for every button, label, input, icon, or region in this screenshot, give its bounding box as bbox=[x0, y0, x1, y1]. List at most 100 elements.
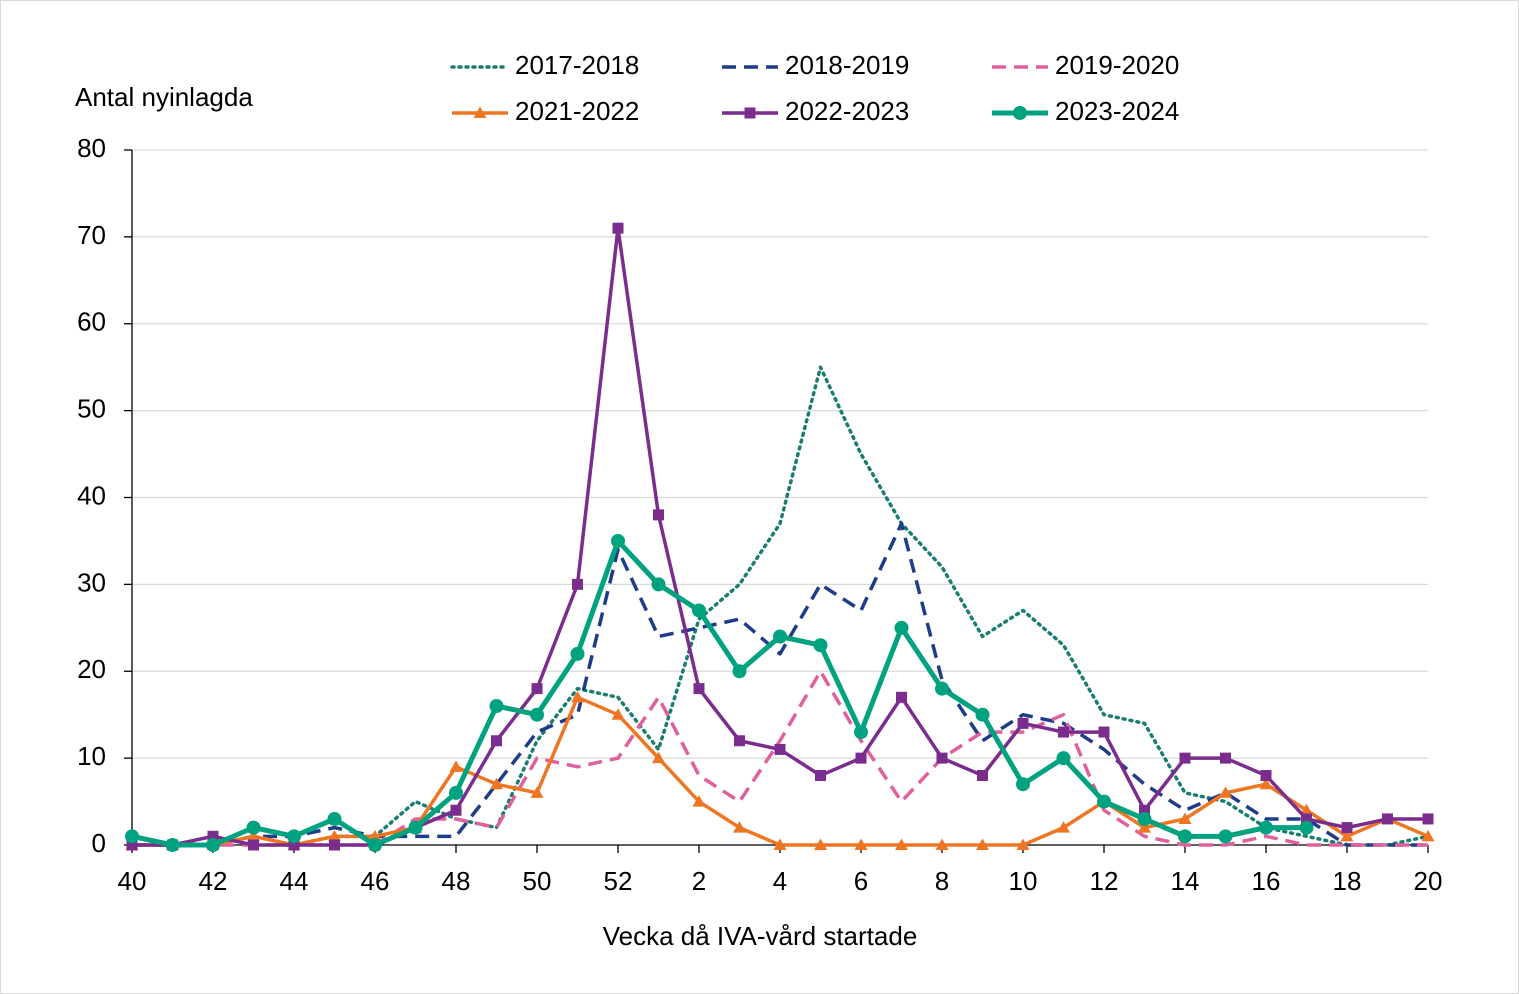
marker bbox=[773, 838, 787, 850]
marker bbox=[813, 638, 828, 653]
marker bbox=[1299, 820, 1314, 835]
marker bbox=[125, 829, 139, 844]
y-tick-label: 40 bbox=[77, 480, 106, 510]
y-tick-label: 70 bbox=[77, 220, 106, 250]
marker bbox=[732, 664, 747, 679]
x-tick-label: 44 bbox=[280, 866, 309, 896]
y-tick-label: 0 bbox=[92, 828, 106, 858]
y-tick-label: 30 bbox=[77, 567, 106, 597]
marker bbox=[126, 839, 138, 851]
marker bbox=[774, 743, 786, 755]
x-tick-label: 50 bbox=[523, 866, 552, 896]
marker bbox=[1056, 751, 1071, 766]
marker bbox=[611, 533, 625, 548]
marker bbox=[1218, 829, 1233, 844]
marker bbox=[490, 777, 503, 790]
marker bbox=[1340, 829, 1354, 842]
marker bbox=[206, 838, 220, 852]
marker bbox=[287, 829, 301, 844]
marker bbox=[1058, 726, 1069, 738]
marker bbox=[977, 770, 988, 781]
marker bbox=[1098, 726, 1110, 738]
marker bbox=[773, 629, 787, 644]
marker bbox=[327, 811, 342, 826]
marker bbox=[368, 838, 382, 852]
marker bbox=[1260, 770, 1272, 781]
marker bbox=[854, 838, 868, 850]
marker bbox=[1259, 820, 1273, 835]
marker bbox=[935, 838, 949, 850]
marker bbox=[1382, 813, 1393, 825]
x-tick-label: 18 bbox=[1333, 866, 1362, 896]
marker bbox=[1016, 838, 1030, 850]
marker bbox=[1016, 777, 1030, 792]
marker bbox=[936, 752, 948, 764]
x-tick-label: 10 bbox=[1009, 866, 1038, 896]
marker bbox=[894, 620, 909, 635]
marker bbox=[1013, 106, 1027, 120]
marker bbox=[1138, 821, 1151, 833]
marker bbox=[1097, 794, 1111, 809]
marker bbox=[530, 786, 544, 798]
marker bbox=[165, 838, 180, 852]
marker bbox=[895, 838, 908, 850]
series-line bbox=[131, 538, 1307, 848]
legend-label: 2023-2024 bbox=[1055, 96, 1179, 126]
marker bbox=[530, 707, 544, 722]
marker bbox=[288, 839, 300, 851]
marker bbox=[207, 830, 219, 842]
legend-label: 2017-2018 bbox=[515, 50, 639, 80]
x-tick-label: 48 bbox=[442, 866, 471, 896]
series-line bbox=[132, 669, 1428, 847]
marker bbox=[1341, 822, 1353, 834]
marker bbox=[1301, 813, 1312, 825]
marker bbox=[692, 795, 706, 807]
marker bbox=[248, 839, 259, 851]
marker bbox=[896, 691, 907, 703]
x-tick-label: 6 bbox=[854, 866, 868, 896]
marker bbox=[247, 829, 260, 842]
y-axis-label: Antal nyinlagda bbox=[75, 82, 253, 112]
marker bbox=[1422, 813, 1434, 825]
marker bbox=[1139, 804, 1150, 816]
legend-label: 2019-2020 bbox=[1055, 50, 1179, 80]
marker bbox=[1219, 786, 1232, 798]
legend-label: 2022-2023 bbox=[785, 96, 909, 126]
marker bbox=[473, 106, 487, 118]
marker bbox=[611, 708, 625, 720]
y-tick-label: 60 bbox=[77, 307, 106, 337]
x-tick-label: 12 bbox=[1090, 866, 1119, 896]
marker bbox=[570, 646, 585, 661]
y-tick-label: 80 bbox=[77, 133, 106, 163]
marker bbox=[653, 509, 664, 521]
x-tick-label: 16 bbox=[1252, 866, 1281, 896]
marker bbox=[1057, 821, 1070, 833]
marker bbox=[1179, 752, 1191, 764]
marker bbox=[1220, 752, 1231, 764]
x-tick-label: 20 bbox=[1414, 866, 1443, 896]
marker bbox=[1300, 803, 1313, 816]
x-tick-label: 40 bbox=[118, 866, 147, 896]
marker bbox=[246, 820, 261, 835]
marker bbox=[491, 735, 502, 747]
marker bbox=[489, 699, 504, 713]
marker bbox=[572, 578, 583, 590]
x-tick-label: 8 bbox=[935, 866, 949, 896]
x-tick-label: 14 bbox=[1171, 866, 1200, 896]
x-tick-label: 46 bbox=[361, 866, 390, 896]
x-tick-label: 42 bbox=[199, 866, 228, 896]
marker bbox=[976, 838, 989, 850]
marker bbox=[855, 752, 867, 764]
marker bbox=[651, 577, 666, 592]
marker bbox=[328, 829, 341, 842]
marker bbox=[733, 821, 746, 833]
marker bbox=[1017, 717, 1029, 729]
y-tick-label: 50 bbox=[77, 394, 106, 424]
marker bbox=[329, 839, 340, 851]
x-axis-label: Vecka då IVA-vård startade bbox=[603, 921, 918, 951]
marker bbox=[571, 690, 584, 703]
marker bbox=[450, 804, 462, 816]
series-line bbox=[132, 521, 1428, 847]
marker bbox=[975, 707, 990, 722]
